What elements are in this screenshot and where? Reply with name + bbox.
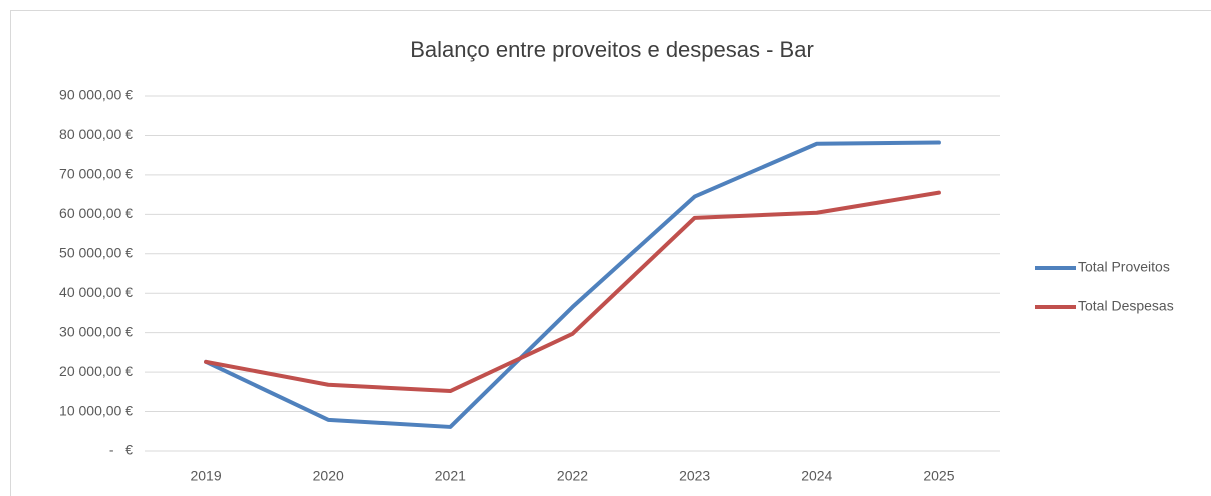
series-line [204,140,941,429]
series-line [204,190,941,394]
y-tick-label: 80 000,00 € [59,126,133,142]
legend-label: Total Proveitos [1078,259,1170,275]
y-tick-label: - € [109,442,133,458]
x-tick-label: 2024 [801,468,832,484]
x-tick-label: 2022 [557,468,588,484]
legend-label: Total Despesas [1078,298,1174,314]
y-tick-label: 70 000,00 € [59,166,133,182]
x-tick-label: 2021 [435,468,466,484]
x-tick-label: 2025 [923,468,954,484]
y-tick-label: 30 000,00 € [59,323,133,339]
x-tick-label: 2019 [190,468,221,484]
y-tick-label: 40 000,00 € [59,284,133,300]
y-tick-label: 60 000,00 € [59,205,133,221]
chart-title: Balanço entre proveitos e despesas - Bar [410,37,814,62]
chart-frame [10,10,1211,496]
y-tick-label: 10 000,00 € [59,402,133,418]
x-tick-label: 2023 [679,468,710,484]
y-tick-label: 20 000,00 € [59,363,133,379]
y-tick-label: 90 000,00 € [59,87,133,103]
x-tick-label: 2020 [313,468,344,484]
y-tick-label: 50 000,00 € [59,244,133,260]
